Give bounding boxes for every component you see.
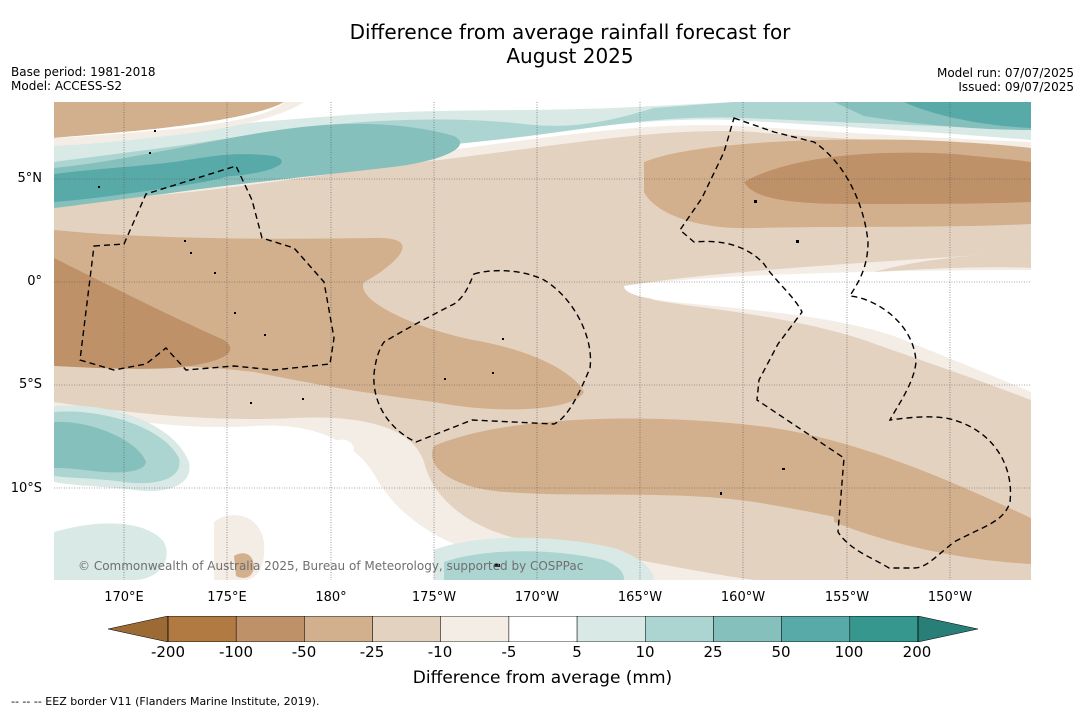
colorbar-bin bbox=[849, 616, 919, 642]
colorbar-over-arrow bbox=[917, 616, 978, 642]
colorbar-bin bbox=[235, 616, 305, 642]
colorbar-bin bbox=[781, 616, 851, 642]
copyright-credit: © Commonwealth of Australia 2025, Bureau… bbox=[78, 559, 584, 573]
colorbar-bin bbox=[645, 616, 714, 642]
island-speck bbox=[250, 402, 252, 404]
lon-label: 165°W bbox=[617, 590, 663, 605]
island-speck bbox=[154, 130, 156, 132]
field-north-100-b bbox=[174, 154, 282, 177]
field-ne-50 bbox=[744, 152, 1031, 204]
meta-left: Base period: 1981-2018 Model: ACCESS-S2 bbox=[11, 65, 156, 93]
field-nw-dry bbox=[54, 102, 284, 138]
meta-right: Model run: 07/07/2025 Issued: 09/07/2025 bbox=[937, 66, 1074, 94]
title-line-2: August 2025 bbox=[506, 44, 634, 68]
graticule bbox=[54, 102, 1031, 580]
rainfall-map bbox=[54, 102, 1031, 580]
lon-label: 175°E bbox=[207, 590, 247, 605]
colorbar-tick: -10 bbox=[427, 643, 453, 661]
field-north-100-east bbox=[904, 102, 1031, 128]
title-line-1: Difference from average rainfall forecas… bbox=[349, 20, 791, 44]
colorbar bbox=[108, 616, 978, 642]
colorbar-bin bbox=[576, 616, 646, 642]
lat-label: 10°S bbox=[10, 481, 42, 496]
colorbar-label: Difference from average (mm) bbox=[412, 668, 673, 688]
field-s-10-a bbox=[54, 523, 167, 580]
lon-label: 150°W bbox=[927, 590, 973, 605]
map-title: Difference from average rainfall forecas… bbox=[0, 20, 1085, 68]
field-sw-50 bbox=[54, 421, 146, 473]
eez-borders bbox=[79, 117, 1012, 569]
model-run: Model run: 07/07/2025 bbox=[936, 66, 1074, 80]
lat-label: 5°N bbox=[17, 171, 43, 186]
island-speck bbox=[98, 186, 100, 188]
colorbar-frame bbox=[167, 616, 919, 642]
field-east-light-2 bbox=[874, 252, 1031, 272]
colorbar-tick: -25 bbox=[359, 643, 385, 661]
colorbar-tick: 100 bbox=[834, 643, 864, 661]
island-speck bbox=[234, 312, 236, 314]
lat-label: 0° bbox=[27, 274, 42, 289]
colorbar-tick: 50 bbox=[771, 643, 791, 661]
field-south-25-east bbox=[834, 502, 1031, 564]
colorbar-tick: -5 bbox=[501, 643, 517, 661]
colorbar-tick: 200 bbox=[902, 643, 932, 661]
colorbar-tick: 5 bbox=[572, 643, 582, 661]
field-west-50 bbox=[54, 258, 231, 369]
colorbar-bin bbox=[713, 616, 782, 642]
island-speck bbox=[754, 200, 757, 203]
island-speck bbox=[149, 152, 151, 154]
model-name: Model: ACCESS-S2 bbox=[11, 79, 123, 93]
island-speck bbox=[492, 372, 494, 374]
colorbar-tick: 10 bbox=[635, 643, 655, 661]
island-speck bbox=[444, 378, 446, 380]
colorbar-tick: -100 bbox=[218, 643, 254, 661]
colorbar-bin bbox=[167, 616, 237, 642]
colorbar-tick: -200 bbox=[150, 643, 186, 661]
field-east-white bbox=[624, 270, 1031, 392]
colorbar-bin bbox=[304, 616, 373, 642]
colorbar-bins bbox=[167, 616, 919, 642]
island-speck bbox=[302, 398, 304, 400]
field-s-white-pocket bbox=[334, 439, 354, 452]
colorbar-under-arrow bbox=[108, 616, 169, 642]
colorbar-tick: -50 bbox=[291, 643, 317, 661]
island-speck bbox=[264, 334, 266, 336]
lon-label: 175°W bbox=[411, 590, 457, 605]
lon-label: 160°W bbox=[720, 590, 766, 605]
colorbar-bin bbox=[372, 616, 441, 642]
lon-label: 170°W bbox=[514, 590, 560, 605]
issued-date: Issued: 09/07/2025 bbox=[958, 80, 1074, 94]
island-speck bbox=[184, 240, 186, 242]
island-speck bbox=[796, 240, 799, 243]
colorbar-bin bbox=[440, 616, 510, 642]
islands bbox=[98, 130, 799, 567]
lon-label: 180° bbox=[315, 590, 347, 605]
lat-label: 5°S bbox=[18, 377, 42, 392]
lon-label: 155°W bbox=[824, 590, 870, 605]
base-period: Base period: 1981-2018 bbox=[11, 65, 156, 79]
island-speck bbox=[190, 252, 192, 254]
eez-tokelau bbox=[373, 269, 592, 443]
colorbar-bin bbox=[508, 616, 578, 642]
island-speck bbox=[494, 564, 500, 567]
colorbar-tick: 25 bbox=[703, 643, 723, 661]
eez-kiribati-gilbert bbox=[79, 165, 335, 371]
eez-legend-footer: -- -- -- EEZ border V11 (Flanders Marine… bbox=[11, 695, 320, 708]
eez-line-islands bbox=[679, 117, 1012, 569]
island-speck bbox=[720, 492, 722, 495]
island-speck bbox=[782, 468, 785, 470]
field-nw-light bbox=[54, 102, 304, 146]
lon-label: 170°E bbox=[104, 590, 144, 605]
island-speck bbox=[502, 338, 504, 340]
field-s-25-b bbox=[444, 551, 624, 580]
field-south-white bbox=[54, 408, 654, 580]
field-north-10 bbox=[54, 102, 1031, 186]
island-speck bbox=[214, 272, 216, 274]
field-s-dry-small-2 bbox=[234, 553, 254, 578]
